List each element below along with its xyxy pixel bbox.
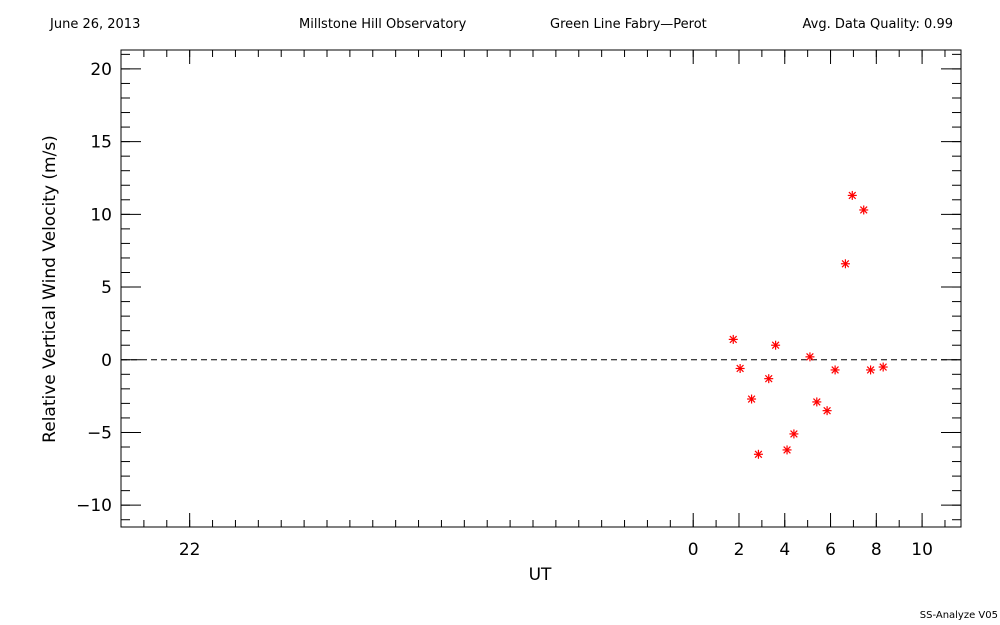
data-point-stroke — [764, 374, 773, 383]
data-point — [728, 334, 738, 344]
y-tick-labels: −10 −5 0 5 10 15 20 — [76, 60, 112, 516]
data-point — [822, 406, 832, 416]
y-tick-label: −5 — [87, 423, 112, 443]
y-tick-label: −10 — [76, 496, 112, 516]
data-point-stroke — [848, 191, 857, 200]
data-point-stroke — [771, 341, 780, 350]
axis-ticks — [120, 50, 961, 527]
data-point-stroke — [866, 366, 875, 374]
y-tick-label: 20 — [90, 60, 112, 80]
x-axis-label: UT — [529, 565, 552, 585]
data-points — [728, 190, 888, 459]
data-point — [840, 259, 850, 269]
data-point-stroke — [823, 406, 831, 415]
header-instrument: Green Line Fabry—Perot — [550, 17, 707, 32]
data-point — [771, 340, 781, 350]
x-tick-label: 22 — [179, 540, 201, 560]
data-point-stroke — [813, 398, 821, 406]
data-point — [753, 449, 763, 459]
data-point-stroke — [790, 430, 798, 438]
data-point-stroke — [841, 259, 850, 268]
software-credit: SS-Analyze V05 — [919, 610, 998, 621]
y-axis-label: Relative Vertical Wind Velocity (m/s) — [40, 135, 60, 443]
plot-frame — [120, 49, 962, 528]
data-point — [735, 363, 745, 373]
data-point — [878, 362, 888, 372]
data-point — [789, 429, 799, 439]
data-point — [805, 352, 815, 362]
data-point — [830, 365, 840, 375]
data-point — [764, 374, 774, 384]
data-point-stroke — [729, 335, 738, 344]
y-tick-label: 5 — [101, 278, 112, 298]
data-point — [812, 397, 822, 407]
header-observatory: Millstone Hill Observatory — [299, 17, 467, 32]
data-point — [747, 394, 757, 404]
data-point-stroke — [831, 366, 839, 374]
data-point-stroke — [754, 450, 763, 459]
data-point — [866, 365, 876, 375]
data-point-stroke — [783, 446, 791, 454]
data-point-stroke — [806, 353, 814, 361]
x-tick-label: 10 — [911, 540, 933, 560]
x-tick-label: 8 — [871, 540, 882, 560]
y-tick-label: 0 — [101, 351, 112, 371]
data-point — [847, 190, 857, 200]
data-point-stroke — [879, 363, 887, 371]
header-date: June 26, 2013 — [50, 17, 141, 32]
x-tick-label: 6 — [825, 540, 836, 560]
x-tick-label: 4 — [779, 540, 790, 560]
data-point-stroke — [736, 364, 744, 373]
data-point — [782, 445, 792, 455]
x-tick-label: 2 — [734, 540, 745, 560]
x-tick-label: 0 — [688, 540, 699, 560]
data-point-stroke — [747, 395, 756, 403]
x-tick-labels: 22 0 2 4 6 8 10 — [179, 540, 933, 560]
data-point — [859, 205, 869, 215]
data-point-stroke — [859, 206, 868, 214]
header-quality: Avg. Data Quality: 0.99 — [802, 17, 953, 32]
y-tick-label: 15 — [90, 133, 112, 153]
y-tick-label: 10 — [90, 205, 112, 225]
